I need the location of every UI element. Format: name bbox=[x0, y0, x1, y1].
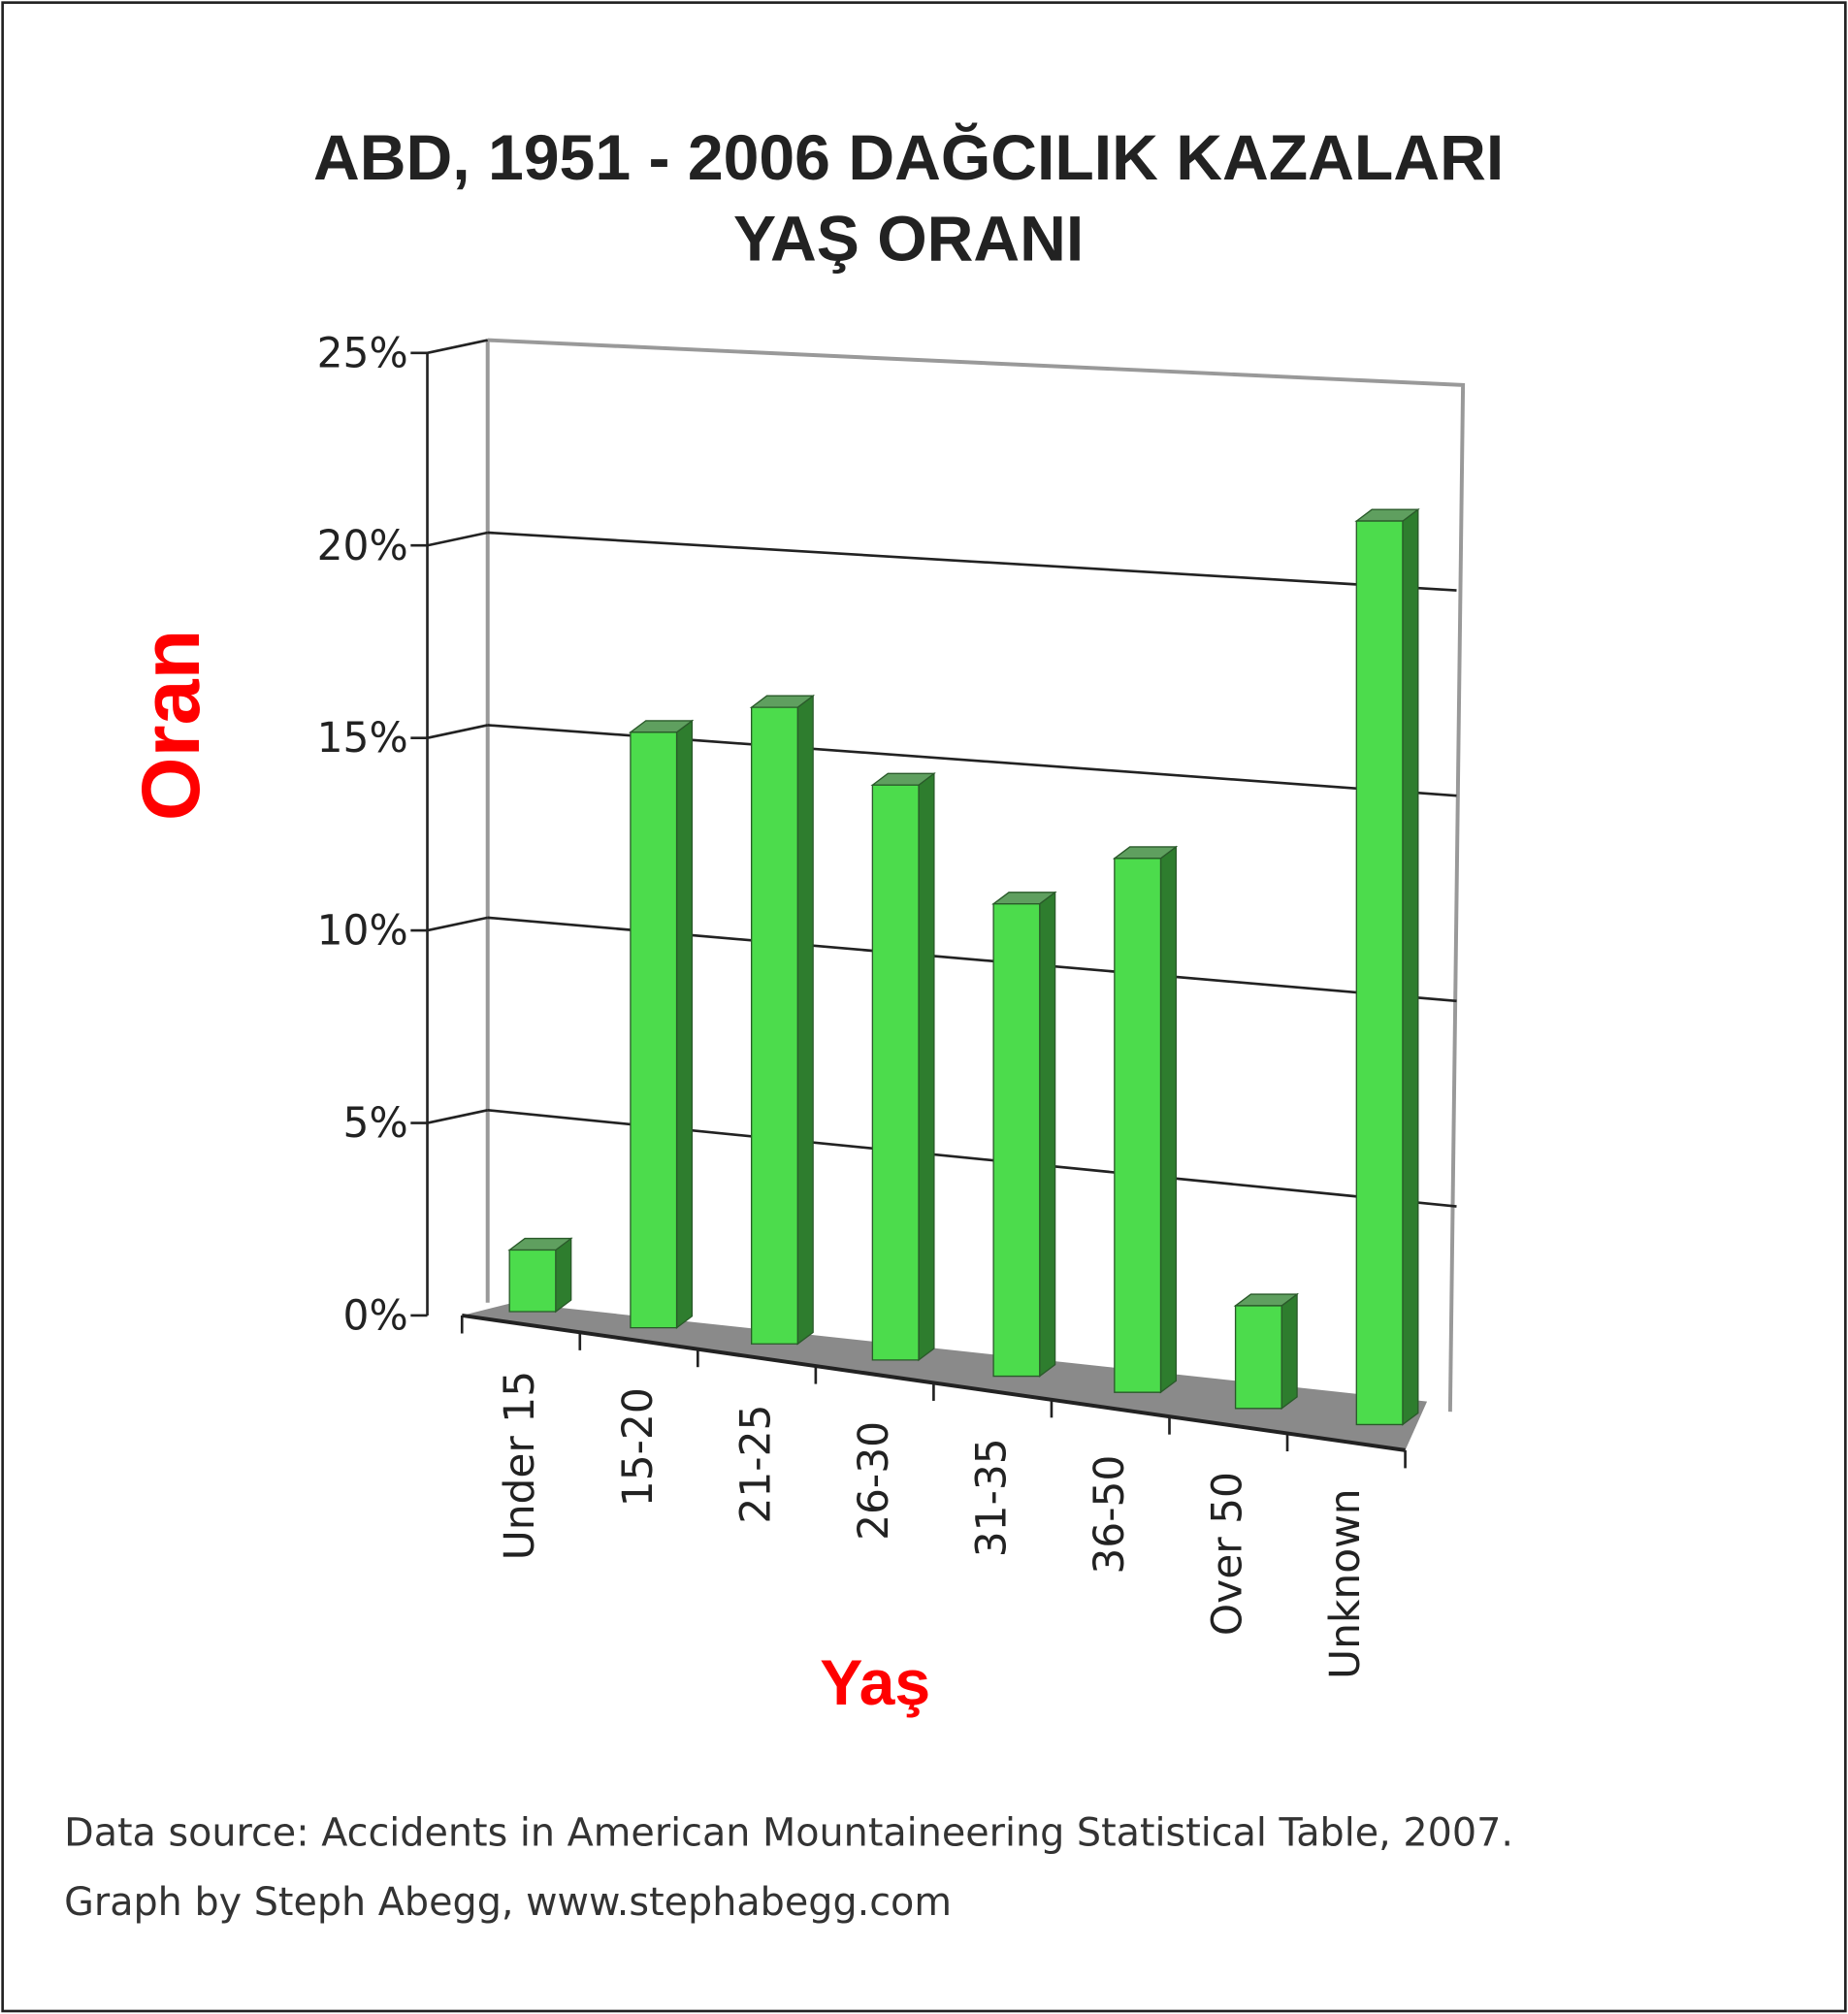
grid-line bbox=[427, 339, 488, 355]
x-tick-label: Unknown bbox=[1321, 1488, 1369, 1678]
bar bbox=[749, 694, 816, 1346]
bar-face bbox=[1114, 858, 1162, 1393]
back-wall bbox=[487, 338, 1466, 1413]
x-tick-label: Under 15 bbox=[496, 1371, 543, 1560]
bar-face bbox=[630, 731, 678, 1329]
y-tick-label: 20% bbox=[317, 522, 408, 569]
bar-face bbox=[1355, 520, 1404, 1426]
bar-face bbox=[675, 719, 694, 1329]
x-tick-label: Over 50 bbox=[1203, 1472, 1250, 1636]
bar bbox=[628, 719, 695, 1329]
bar-face bbox=[555, 1237, 572, 1314]
y-tick-label: 15% bbox=[317, 714, 408, 762]
x-axis-label: Yaş bbox=[820, 1647, 930, 1719]
x-tick-label: 36-50 bbox=[1086, 1455, 1133, 1575]
bar-face bbox=[992, 903, 1041, 1378]
bar-face bbox=[750, 706, 798, 1345]
y-axis-label: Oran bbox=[124, 630, 216, 822]
y-tick-label: 25% bbox=[317, 329, 408, 376]
y-tick-label: 5% bbox=[343, 1099, 408, 1147]
grid-line bbox=[427, 531, 488, 547]
chart-title: ABD, 1951 - 2006 DAĞCILIK KAZALARI bbox=[313, 122, 1504, 194]
bar bbox=[1233, 1292, 1300, 1411]
bar bbox=[1354, 507, 1420, 1426]
source-note: Graph by Steph Abegg, www.stephabegg.com bbox=[64, 1880, 952, 1925]
grid-line bbox=[427, 916, 488, 932]
x-tick-label: 31-35 bbox=[967, 1438, 1015, 1557]
bar bbox=[1112, 845, 1179, 1394]
bar-face bbox=[1281, 1292, 1298, 1411]
bar-face bbox=[508, 1249, 557, 1313]
x-tick-label: 26-30 bbox=[850, 1421, 897, 1541]
bar-face bbox=[1159, 845, 1178, 1394]
x-tick-label: 21-25 bbox=[731, 1405, 779, 1524]
x-tick-label: 15-20 bbox=[614, 1387, 662, 1507]
grid-line bbox=[427, 1109, 488, 1124]
chart-title: YAŞ ORANI bbox=[733, 204, 1084, 276]
bar bbox=[870, 772, 936, 1362]
y-tick-label: 0% bbox=[343, 1292, 408, 1340]
bar bbox=[507, 1237, 573, 1314]
bar-face bbox=[796, 694, 814, 1346]
bar bbox=[991, 891, 1057, 1378]
y-tick-label: 10% bbox=[317, 907, 408, 955]
grid-line bbox=[427, 724, 488, 739]
bar-face bbox=[1402, 507, 1419, 1426]
source-note: Data source: Accidents in American Mount… bbox=[64, 1810, 1513, 1855]
bar-face bbox=[918, 772, 935, 1362]
bar-face bbox=[1234, 1305, 1282, 1410]
grid-line bbox=[487, 531, 1457, 592]
floor bbox=[462, 1302, 1428, 1450]
bar-face bbox=[1039, 891, 1056, 1378]
bar-face bbox=[871, 784, 920, 1361]
